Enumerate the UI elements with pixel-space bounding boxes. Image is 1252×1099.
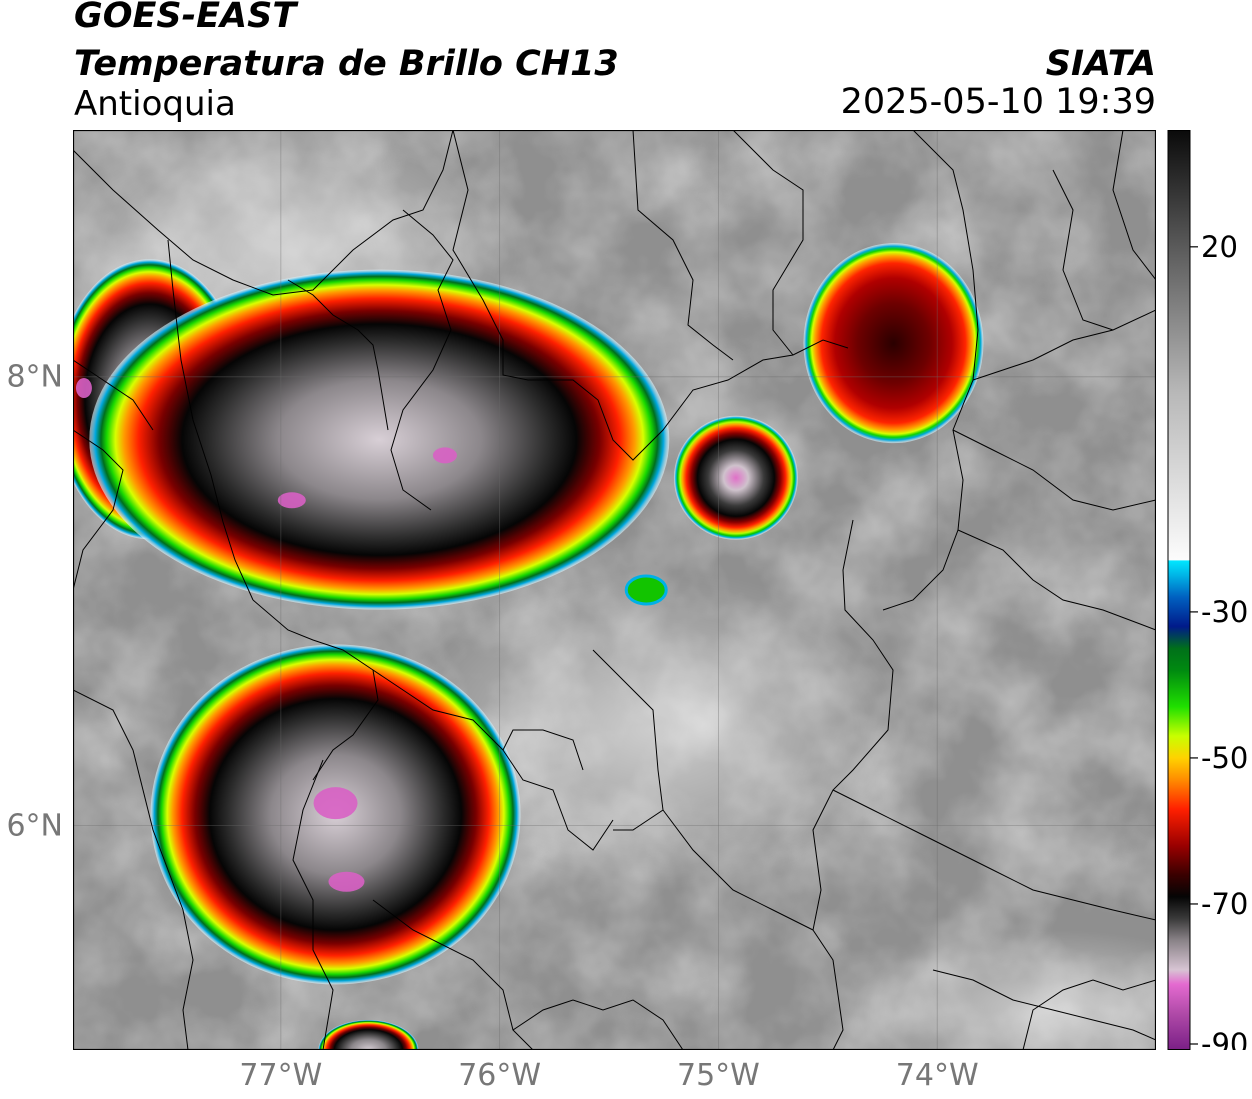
latitude-tick-label: 6°N bbox=[6, 808, 63, 844]
satellite-map bbox=[73, 130, 1156, 1050]
colorbar: 20 -30 -50 -70 -90 bbox=[1167, 130, 1248, 1050]
cold-core bbox=[277, 492, 306, 509]
graticule bbox=[73, 130, 1156, 1050]
longitude-tick-label: 75°W bbox=[677, 1058, 760, 1093]
colorbar-tick-label: -90 bbox=[1201, 1027, 1248, 1050]
cold-core bbox=[75, 378, 92, 399]
colorbar-tick-label: -70 bbox=[1201, 887, 1248, 921]
uraba-cell bbox=[89, 269, 670, 610]
haze-central bbox=[393, 570, 913, 890]
satellite-title: GOES-EAST bbox=[74, 0, 297, 36]
colorbar-fill bbox=[1168, 130, 1190, 1050]
product-title: Temperatura de Brillo CH13 bbox=[74, 44, 619, 84]
longitude-tick-label: 76°W bbox=[458, 1058, 542, 1093]
small-convective-fragment bbox=[624, 574, 668, 606]
latitude-tick-label: 8°N bbox=[6, 359, 63, 395]
boundaries bbox=[73, 130, 1156, 1050]
colorbar-frame bbox=[1167, 130, 1191, 1050]
colorbar-tick-label: 20 bbox=[1201, 230, 1238, 264]
organization-label: SIATA bbox=[1045, 44, 1156, 84]
longitude-tick-label: 74°W bbox=[895, 1058, 979, 1093]
map-frame bbox=[73, 130, 1156, 1050]
northeast-cell bbox=[803, 243, 984, 444]
region-label: Antioquia bbox=[74, 84, 236, 124]
cold-core bbox=[432, 447, 457, 464]
haze-southeast bbox=[853, 930, 1156, 1050]
central-cell bbox=[673, 415, 798, 540]
longitude-tick-label: 77°W bbox=[239, 1058, 323, 1093]
cold-core bbox=[313, 787, 358, 820]
colorbar-tick-label: -30 bbox=[1201, 595, 1248, 629]
cold-core bbox=[328, 871, 365, 892]
colorbar-tick-label: -50 bbox=[1201, 741, 1248, 775]
south-edge-cell bbox=[318, 1020, 419, 1050]
timestamp-label: 2025-05-10 19:39 bbox=[840, 82, 1156, 122]
